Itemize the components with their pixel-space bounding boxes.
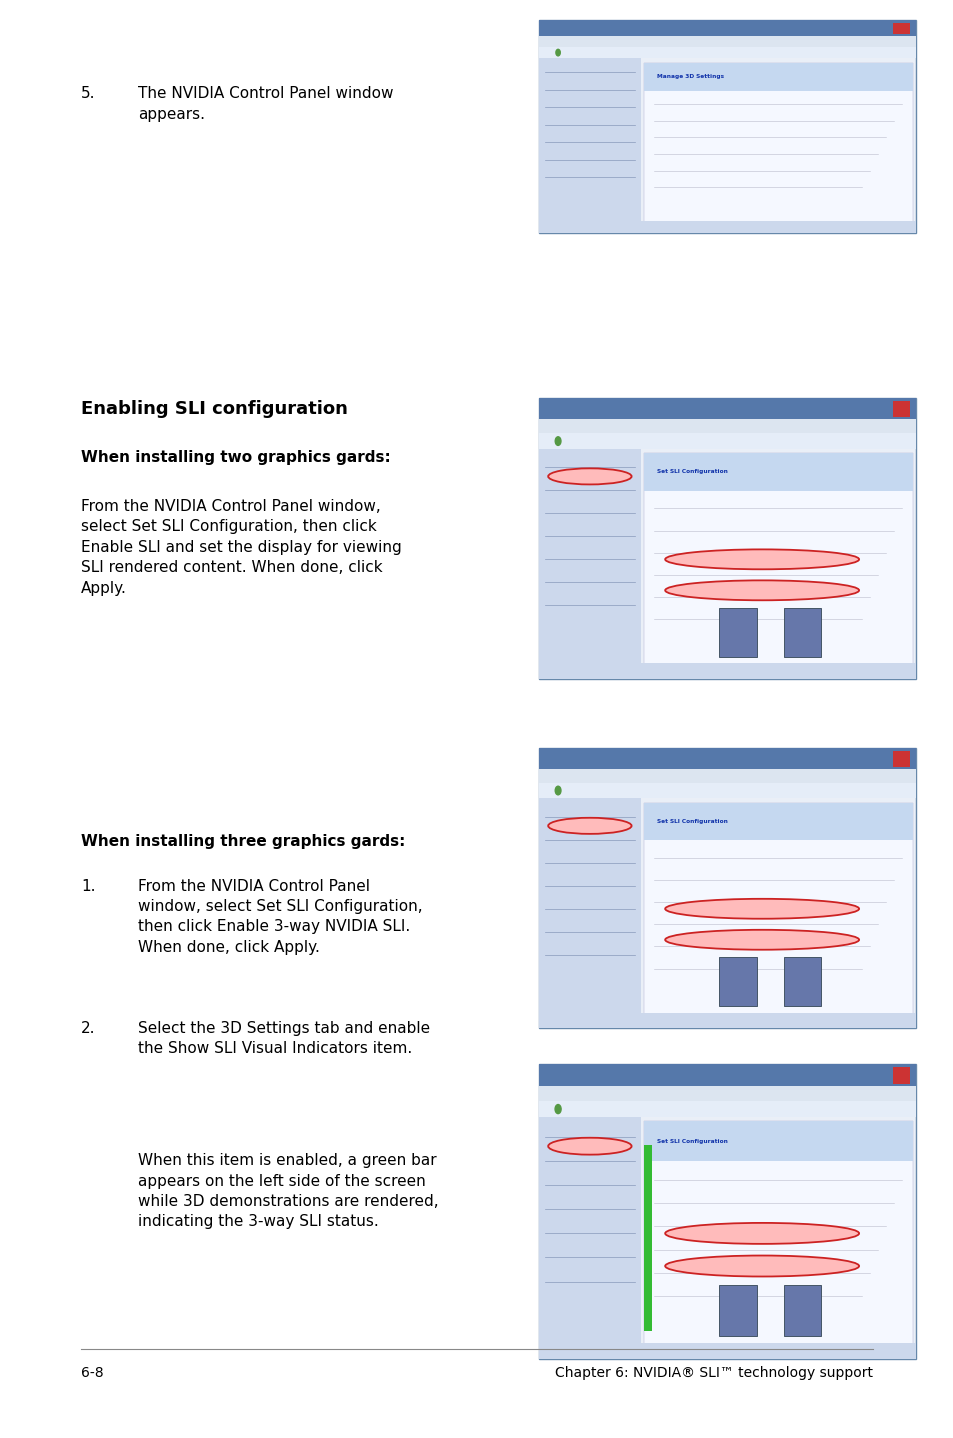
Ellipse shape bbox=[664, 581, 859, 600]
Text: Manage 3D Settings: Manage 3D Settings bbox=[657, 75, 723, 79]
FancyBboxPatch shape bbox=[538, 221, 915, 233]
FancyBboxPatch shape bbox=[538, 782, 915, 798]
FancyBboxPatch shape bbox=[538, 1064, 915, 1359]
Text: When this item is enabled, a green bar
appears on the left side of the screen
wh: When this item is enabled, a green bar a… bbox=[138, 1153, 438, 1229]
FancyBboxPatch shape bbox=[643, 63, 912, 229]
FancyBboxPatch shape bbox=[538, 1064, 915, 1086]
Text: 1.: 1. bbox=[81, 879, 95, 893]
Ellipse shape bbox=[664, 899, 859, 919]
FancyBboxPatch shape bbox=[538, 1102, 915, 1117]
FancyBboxPatch shape bbox=[892, 1067, 909, 1084]
Circle shape bbox=[555, 1104, 560, 1113]
Text: Enabling SLI configuration: Enabling SLI configuration bbox=[81, 400, 348, 418]
FancyBboxPatch shape bbox=[538, 663, 915, 679]
FancyBboxPatch shape bbox=[643, 63, 912, 91]
FancyBboxPatch shape bbox=[643, 1145, 651, 1332]
Circle shape bbox=[555, 787, 560, 795]
FancyBboxPatch shape bbox=[892, 401, 909, 417]
FancyBboxPatch shape bbox=[538, 420, 915, 433]
Text: Set SLI Configuration: Set SLI Configuration bbox=[657, 469, 727, 475]
Ellipse shape bbox=[548, 818, 631, 834]
FancyBboxPatch shape bbox=[538, 769, 915, 782]
FancyBboxPatch shape bbox=[538, 1343, 915, 1359]
FancyBboxPatch shape bbox=[782, 1284, 821, 1336]
Text: The NVIDIA Control Panel window
appears.: The NVIDIA Control Panel window appears. bbox=[138, 86, 394, 122]
FancyBboxPatch shape bbox=[643, 802, 912, 1024]
FancyBboxPatch shape bbox=[643, 453, 912, 490]
Text: 2.: 2. bbox=[81, 1021, 95, 1035]
Text: From the NVIDIA Control Panel window,
select Set SLI Configuration, then click
E: From the NVIDIA Control Panel window, se… bbox=[81, 499, 401, 595]
Text: 6-8: 6-8 bbox=[81, 1366, 104, 1380]
FancyBboxPatch shape bbox=[719, 608, 756, 657]
FancyBboxPatch shape bbox=[538, 398, 915, 420]
FancyBboxPatch shape bbox=[538, 20, 915, 233]
Ellipse shape bbox=[664, 1222, 859, 1244]
FancyBboxPatch shape bbox=[719, 958, 756, 1007]
FancyBboxPatch shape bbox=[643, 1122, 912, 1160]
FancyBboxPatch shape bbox=[538, 748, 915, 1028]
Text: Set SLI Configuration: Set SLI Configuration bbox=[657, 1139, 727, 1143]
Circle shape bbox=[556, 49, 559, 56]
Text: From the NVIDIA Control Panel
window, select Set SLI Configuration,
then click E: From the NVIDIA Control Panel window, se… bbox=[138, 879, 422, 955]
FancyBboxPatch shape bbox=[538, 1012, 915, 1028]
Ellipse shape bbox=[548, 469, 631, 485]
FancyBboxPatch shape bbox=[643, 1122, 912, 1355]
Ellipse shape bbox=[548, 1137, 631, 1155]
FancyBboxPatch shape bbox=[643, 453, 912, 674]
FancyBboxPatch shape bbox=[892, 23, 909, 35]
FancyBboxPatch shape bbox=[782, 608, 821, 657]
Ellipse shape bbox=[664, 930, 859, 949]
Circle shape bbox=[555, 437, 560, 446]
Text: 5.: 5. bbox=[81, 86, 95, 101]
FancyBboxPatch shape bbox=[538, 20, 915, 36]
FancyBboxPatch shape bbox=[538, 433, 915, 449]
FancyBboxPatch shape bbox=[782, 958, 821, 1007]
FancyBboxPatch shape bbox=[719, 1284, 756, 1336]
Text: When installing two graphics gards:: When installing two graphics gards: bbox=[81, 450, 391, 464]
FancyBboxPatch shape bbox=[538, 46, 915, 59]
FancyBboxPatch shape bbox=[538, 59, 640, 233]
Text: Chapter 6: NVIDIA® SLI™ technology support: Chapter 6: NVIDIA® SLI™ technology suppo… bbox=[555, 1366, 872, 1380]
FancyBboxPatch shape bbox=[538, 798, 640, 1028]
FancyBboxPatch shape bbox=[538, 449, 640, 679]
FancyBboxPatch shape bbox=[538, 1117, 640, 1359]
FancyBboxPatch shape bbox=[538, 1086, 915, 1102]
Text: When installing three graphics gards:: When installing three graphics gards: bbox=[81, 834, 405, 848]
FancyBboxPatch shape bbox=[538, 36, 915, 46]
FancyBboxPatch shape bbox=[538, 748, 915, 769]
Ellipse shape bbox=[664, 549, 859, 569]
Ellipse shape bbox=[664, 1255, 859, 1277]
Text: Set SLI Configuration: Set SLI Configuration bbox=[657, 818, 727, 824]
FancyBboxPatch shape bbox=[643, 802, 912, 840]
FancyBboxPatch shape bbox=[538, 398, 915, 679]
Text: Select the 3D Settings tab and enable
the Show SLI Visual Indicators item.: Select the 3D Settings tab and enable th… bbox=[138, 1021, 430, 1057]
FancyBboxPatch shape bbox=[892, 751, 909, 766]
